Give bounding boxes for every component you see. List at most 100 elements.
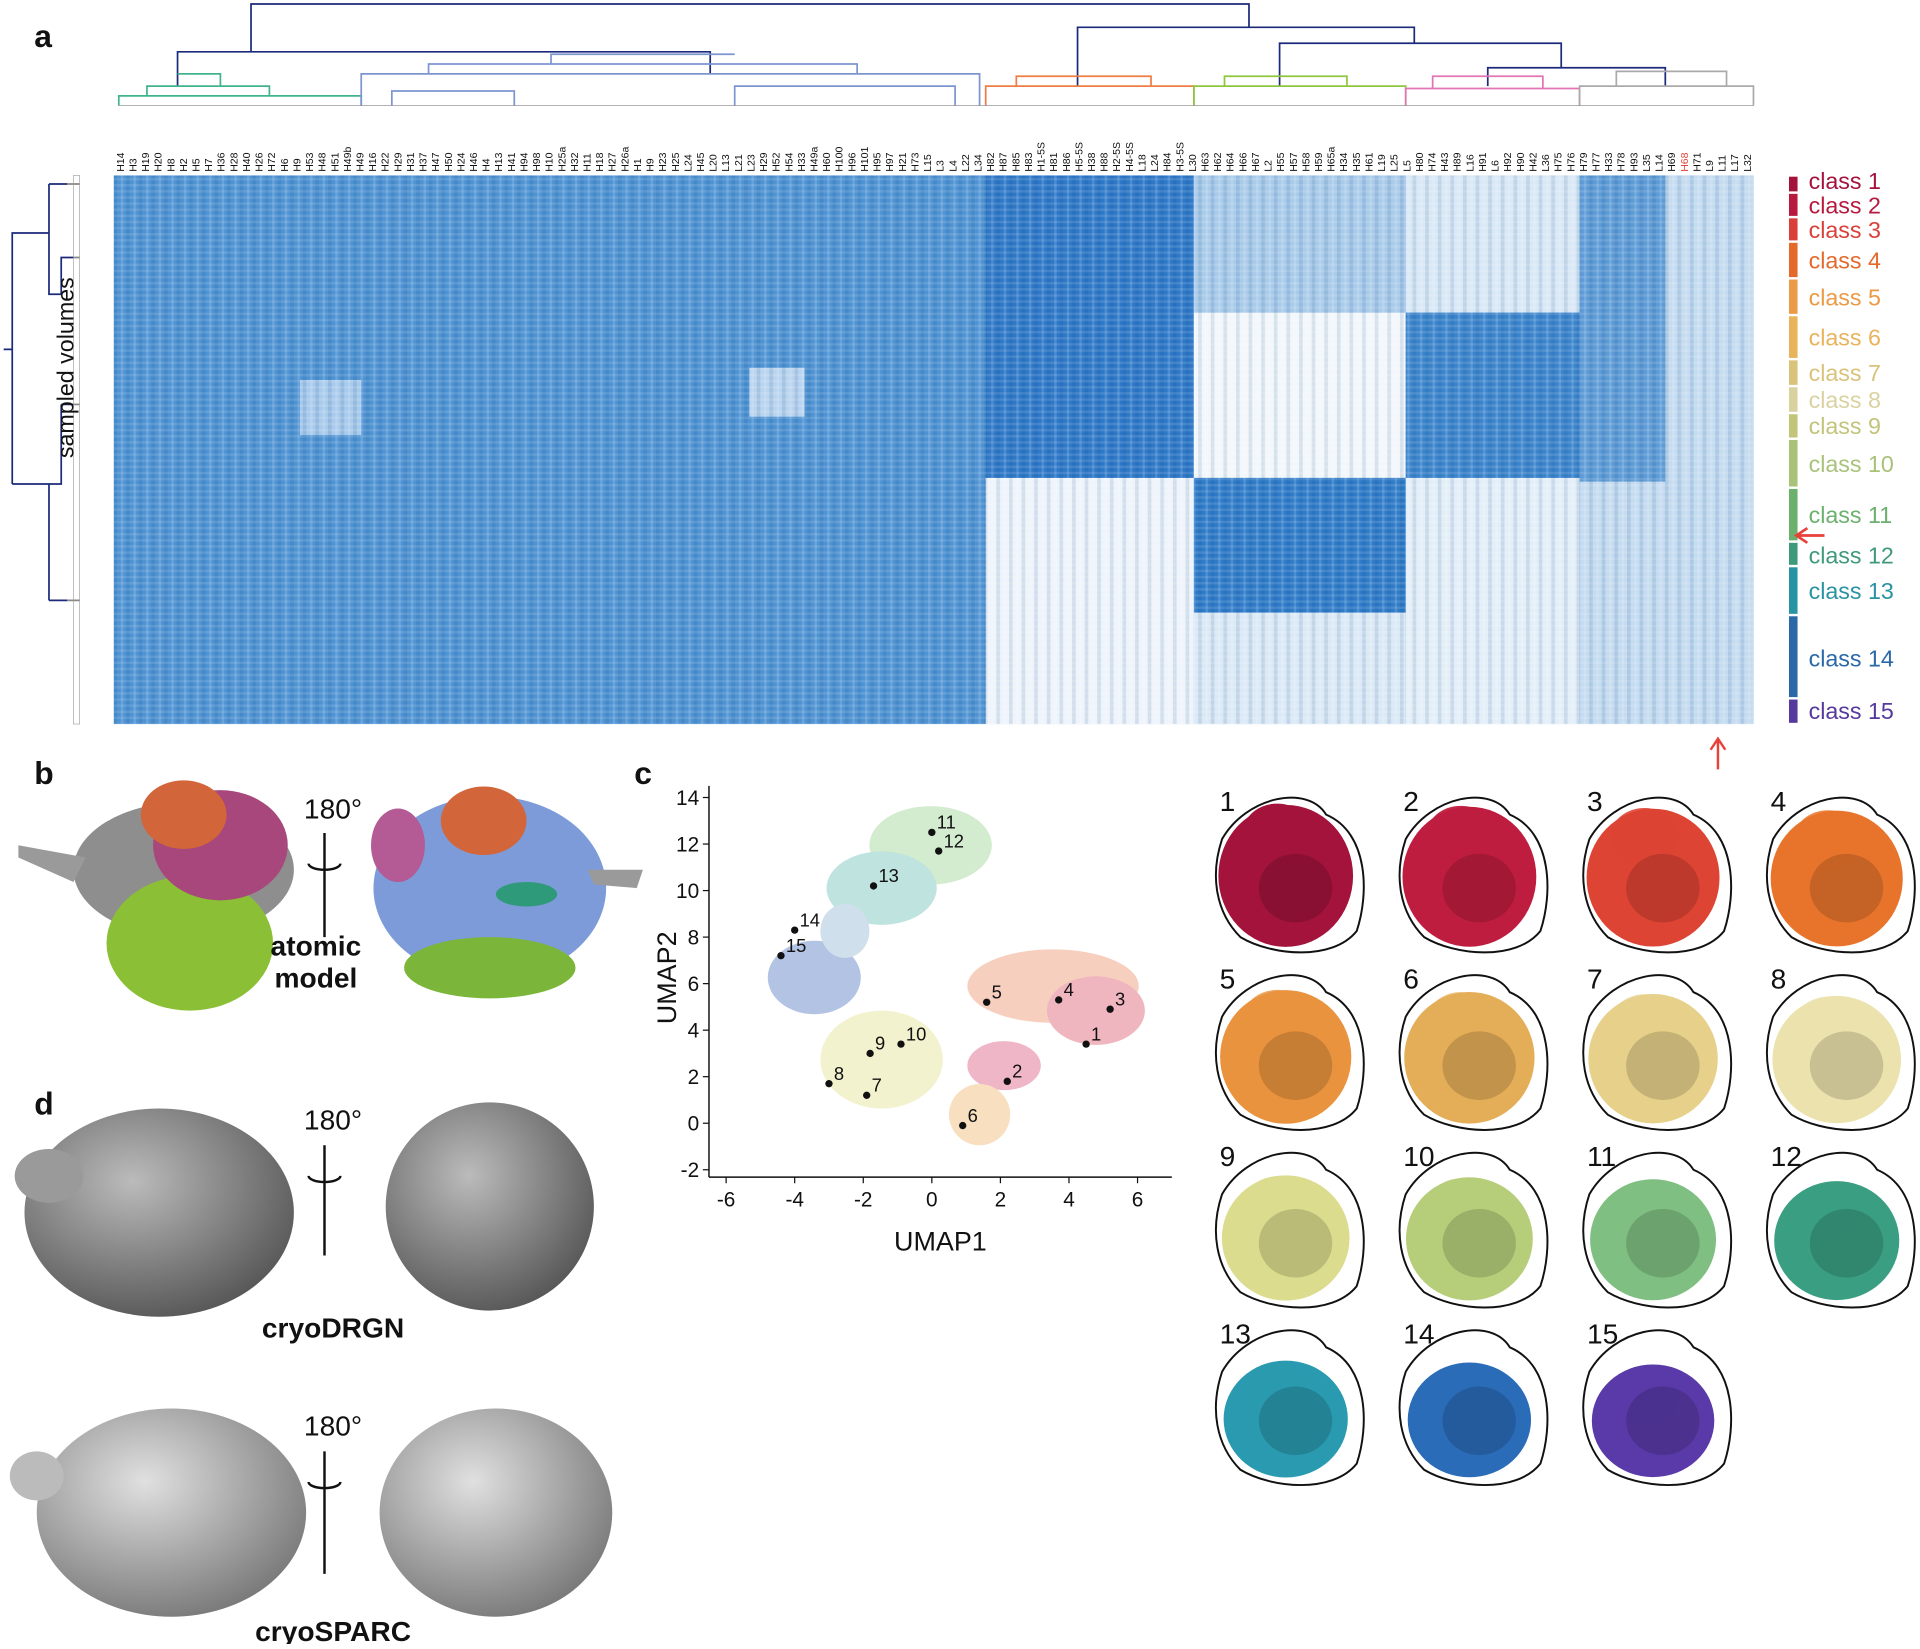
point-label: 12 — [944, 830, 964, 851]
class-label: class 15 — [1809, 698, 1894, 724]
map-shade — [1442, 1208, 1516, 1278]
structure-label: atomic — [271, 930, 362, 961]
column-label: H55 — [1275, 152, 1287, 171]
column-label: H43 — [1439, 152, 1451, 171]
column-label: H3-5S — [1174, 142, 1186, 172]
y-tick-label: 6 — [688, 973, 700, 996]
column-label: H4 — [481, 158, 493, 172]
column-label: L17 — [1729, 154, 1741, 172]
column-label: H42 — [1527, 152, 1539, 171]
rotation-label: 180° — [304, 1410, 362, 1441]
left-dendrogram — [3, 175, 80, 725]
column-label: H26 — [254, 152, 266, 171]
column-label: H73 — [909, 152, 921, 171]
map-density — [1610, 1180, 1679, 1240]
map-label: 10 — [1403, 1141, 1434, 1172]
column-label: H66 — [1237, 152, 1249, 171]
column-label: H3 — [127, 158, 139, 172]
heatmap — [113, 175, 1754, 725]
structure-label: cryoDRGN — [262, 1313, 404, 1344]
column-label: H80 — [1414, 152, 1426, 171]
map-outline — [1214, 796, 1365, 954]
column-label: L35 — [1641, 154, 1653, 172]
rotation-icons — [307, 833, 342, 1574]
x-tick-label: -2 — [854, 1188, 873, 1211]
x-tick-label: 4 — [1063, 1188, 1075, 1211]
map-label: 4 — [1771, 786, 1787, 817]
class-bar — [1788, 193, 1798, 216]
map-label: 11 — [1587, 1141, 1616, 1172]
column-label: H40 — [241, 152, 253, 171]
column-label: H67 — [1250, 152, 1262, 171]
column-label: H47 — [430, 152, 442, 171]
map-label: 5 — [1220, 964, 1236, 995]
column-label: H83 — [1023, 152, 1035, 171]
column-label: H49a — [809, 147, 821, 172]
column-label: H29 — [392, 152, 404, 171]
class-label: class 7 — [1809, 360, 1881, 386]
map-density — [1426, 805, 1496, 865]
class-bar — [1788, 542, 1798, 565]
umap-clouds — [767, 806, 1145, 1146]
y-tick-label: 8 — [688, 926, 700, 949]
y-tick-label: 4 — [688, 1020, 700, 1043]
class-bar — [1788, 699, 1798, 723]
column-arrow — [1709, 736, 1727, 770]
class-label: class 12 — [1809, 543, 1894, 569]
class-bar — [1788, 616, 1798, 698]
column-label: H25 — [670, 152, 682, 171]
column-label: L15 — [922, 154, 934, 172]
map-density — [1242, 1362, 1312, 1422]
column-label: H6 — [279, 158, 291, 172]
column-label: H27 — [607, 152, 619, 171]
column-label: H82 — [985, 152, 997, 171]
class-label: class 5 — [1809, 284, 1881, 310]
column-label: H60 — [821, 152, 833, 171]
point-label: 15 — [786, 935, 806, 956]
map-label: 2 — [1403, 786, 1419, 817]
map-density — [1591, 1364, 1715, 1478]
map-density — [1793, 810, 1863, 869]
class-label: class 1 — [1809, 168, 1881, 194]
column-label: H20 — [153, 152, 165, 171]
column-label: L9 — [1704, 160, 1716, 172]
class-label: class 14 — [1809, 645, 1894, 671]
y-tick-label: 12 — [676, 833, 699, 856]
column-label: L5 — [1401, 160, 1413, 172]
y-tick-label: -2 — [681, 1159, 700, 1182]
point — [825, 1080, 833, 1088]
map-outline — [1398, 1329, 1549, 1487]
map-label: 9 — [1220, 1141, 1236, 1172]
y-tick-label: 2 — [688, 1066, 700, 1089]
map-outline — [1398, 974, 1549, 1131]
column-label: H94 — [518, 152, 530, 171]
x-tick-label: 6 — [1132, 1188, 1144, 1211]
map-density — [1610, 1366, 1679, 1426]
point — [959, 1121, 967, 1130]
column-label: H76 — [1565, 152, 1577, 171]
column-label: H63 — [1200, 152, 1212, 171]
column-label: H93 — [1628, 152, 1640, 171]
column-label: H13 — [493, 152, 505, 171]
map-shade — [1442, 853, 1516, 923]
column-label: L3 — [935, 160, 947, 172]
column-label: L11 — [1717, 155, 1729, 172]
class-label: class 6 — [1809, 325, 1881, 351]
column-label: H79 — [1578, 152, 1590, 171]
map-density — [1610, 994, 1679, 1054]
column-label: H23 — [657, 152, 669, 171]
point — [869, 882, 878, 890]
column-label: H1-5S — [1036, 142, 1048, 172]
cryodrgn-maps — [14, 1102, 594, 1317]
column-label: H89 — [1452, 152, 1464, 171]
column-label: L6 — [1490, 160, 1502, 172]
point — [897, 1040, 905, 1048]
point-label: 8 — [834, 1063, 844, 1084]
column-label: H77 — [1590, 152, 1602, 171]
top-dendrogram — [117, 3, 1755, 107]
map-shade — [1626, 853, 1700, 923]
map-label: 15 — [1587, 1319, 1618, 1350]
point — [983, 998, 991, 1006]
